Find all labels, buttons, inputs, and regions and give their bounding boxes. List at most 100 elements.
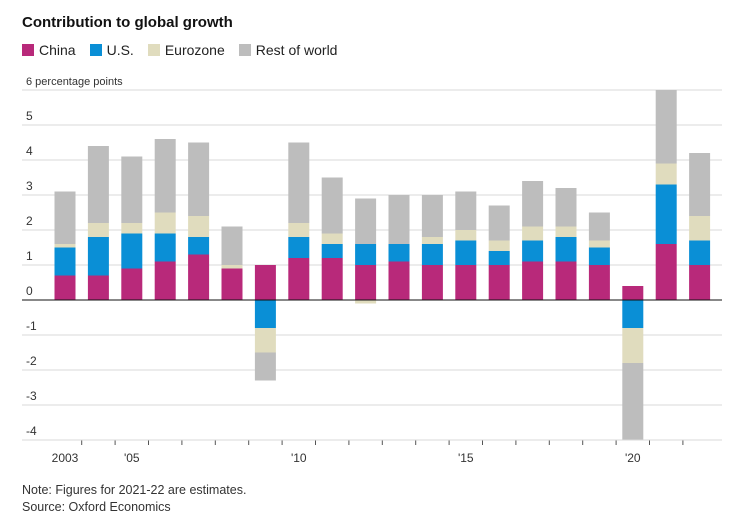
y-tick-label: -4 [26,424,37,438]
y-tick-label: 6 percentage points [26,76,123,88]
legend-item-rest-of-world: Rest of world [238,42,338,58]
bar-segment-china-2008 [221,268,243,300]
bar-segment-china-2004 [87,275,109,300]
bar-segment-rest-of-world-2013 [388,195,410,244]
x-tick-label: '15 [458,451,474,465]
bar-segment-china-2010 [288,258,310,300]
bar-segment-eurozone-2003 [54,244,76,248]
x-tick-label: '20 [625,451,641,465]
bar-segment-u-s-2005 [121,233,143,269]
legend-label-us: U.S. [106,42,134,58]
bar-segment-rest-of-world-2022 [689,153,711,216]
bar-segment-eurozone-2005 [121,223,143,234]
bar-segment-rest-of-world-2019 [588,212,610,241]
bar-segment-rest-of-world-2021 [655,90,677,164]
bar-segment-u-s-2017 [522,240,544,262]
y-tick-label: -1 [26,319,37,333]
bar-segment-eurozone-2016 [488,240,510,251]
y-tick-label: 4 [26,144,33,158]
bar-segment-china-2022 [689,265,711,300]
bar-segment-china-2017 [522,261,544,300]
bar-segment-china-2016 [488,265,510,300]
bar-segment-rest-of-world-2010 [288,142,310,223]
x-tick-label: '10 [291,451,307,465]
bar-segment-eurozone-2010 [288,223,310,237]
bar-segment-u-s-2014 [421,244,443,265]
bar-segment-u-s-2006 [154,233,176,262]
legend-item-eurozone: Eurozone [147,42,225,58]
y-tick-label: -3 [26,389,37,403]
bar-segment-u-s-2018 [555,237,577,262]
bar-segment-china-2009 [254,265,276,300]
legend-swatch-us [89,44,102,56]
bar-segment-u-s-2013 [388,244,410,262]
bar-segment-eurozone-2017 [522,226,544,241]
bar-segment-u-s-2022 [689,240,711,265]
bar-segment-china-2019 [588,265,610,300]
bar-segment-china-2013 [388,261,410,300]
bar-segment-china-2014 [421,265,443,300]
bar-segment-rest-of-world-2006 [154,139,176,213]
bar-segment-rest-of-world-2011 [321,177,343,234]
bar-segment-china-2018 [555,261,577,300]
bar-segment-eurozone-2006 [154,212,176,234]
bar-segment-rest-of-world-2015 [455,191,477,230]
bar-segment-eurozone-2012 [355,300,377,304]
bar-segment-eurozone-2009 [254,328,276,353]
bar-segment-u-s-2009 [254,300,276,328]
bar-segment-china-2012 [355,265,377,300]
legend-label-rest-of-world: Rest of world [255,42,338,58]
bar-segment-rest-of-world-2003 [54,191,76,244]
y-tick-label: 0 [26,284,33,298]
bar-segment-u-s-2016 [488,251,510,265]
bar-segment-rest-of-world-2016 [488,205,510,241]
bar-segment-eurozone-2008 [221,265,243,269]
bar-segment-u-s-2015 [455,240,477,265]
stacked-bar-chart: 6 percentage points 5 4 3 2 1 0 -1 -2 -3 -4 2003 '05… [22,76,722,465]
x-tick-label: 2003 [52,451,79,465]
bar-segment-rest-of-world-2007 [188,142,210,216]
bar-segment-rest-of-world-2014 [421,195,443,237]
chart-title: Contribution to global growth [22,14,233,31]
x-tick-label: '05 [124,451,140,465]
bar-segment-rest-of-world-2017 [522,181,544,227]
bar-segment-china-2007 [188,254,210,300]
y-tick-label: 1 [26,249,33,263]
bar-segment-rest-of-world-2009 [254,352,276,381]
legend-swatch-china [22,44,34,56]
bar-segment-u-s-2019 [588,247,610,265]
bar-segment-u-s-2012 [355,244,377,265]
bar-segment-china-2020 [622,286,644,300]
bar-segment-u-s-2010 [288,237,310,258]
bar-segment-eurozone-2004 [87,223,109,237]
bar-segment-eurozone-2021 [655,163,677,185]
y-tick-label: -2 [26,354,37,368]
bar-segment-china-2003 [54,275,76,300]
bar-segment-u-s-2003 [54,247,76,276]
bar-segment-china-2011 [321,258,343,300]
bar-segment-china-2015 [455,265,477,300]
bar-segment-rest-of-world-2005 [121,156,143,223]
source-line: Source: Oxford Economics [22,500,171,514]
y-tick-label: 3 [26,179,33,193]
bar-segment-rest-of-world-2008 [221,226,243,265]
legend-label-china: China [39,42,76,58]
bar-segment-rest-of-world-2020 [622,363,644,440]
bar-segment-u-s-2020 [622,300,644,328]
bar-segment-eurozone-2020 [622,328,644,363]
bar-segment-eurozone-2014 [421,237,443,244]
bar-segment-rest-of-world-2018 [555,188,577,227]
legend-swatch-rest-of-world [238,44,251,56]
y-tick-label: 2 [26,214,33,228]
bar-segment-china-2006 [154,261,176,300]
bar-segment-china-2021 [655,244,677,300]
bar-segment-eurozone-2015 [455,230,477,241]
bar-segment-rest-of-world-2012 [355,198,377,244]
bar-segment-u-s-2021 [655,184,677,244]
bar-segment-china-2005 [121,268,143,300]
bar-segment-eurozone-2019 [588,240,610,248]
bar-segment-eurozone-2011 [321,233,343,244]
footnote: Note: Figures for 2021-22 are estimates. [22,483,247,497]
footer: Note: Figures for 2021-22 are estimates.… [22,482,246,516]
bar-segment-eurozone-2018 [555,226,577,237]
